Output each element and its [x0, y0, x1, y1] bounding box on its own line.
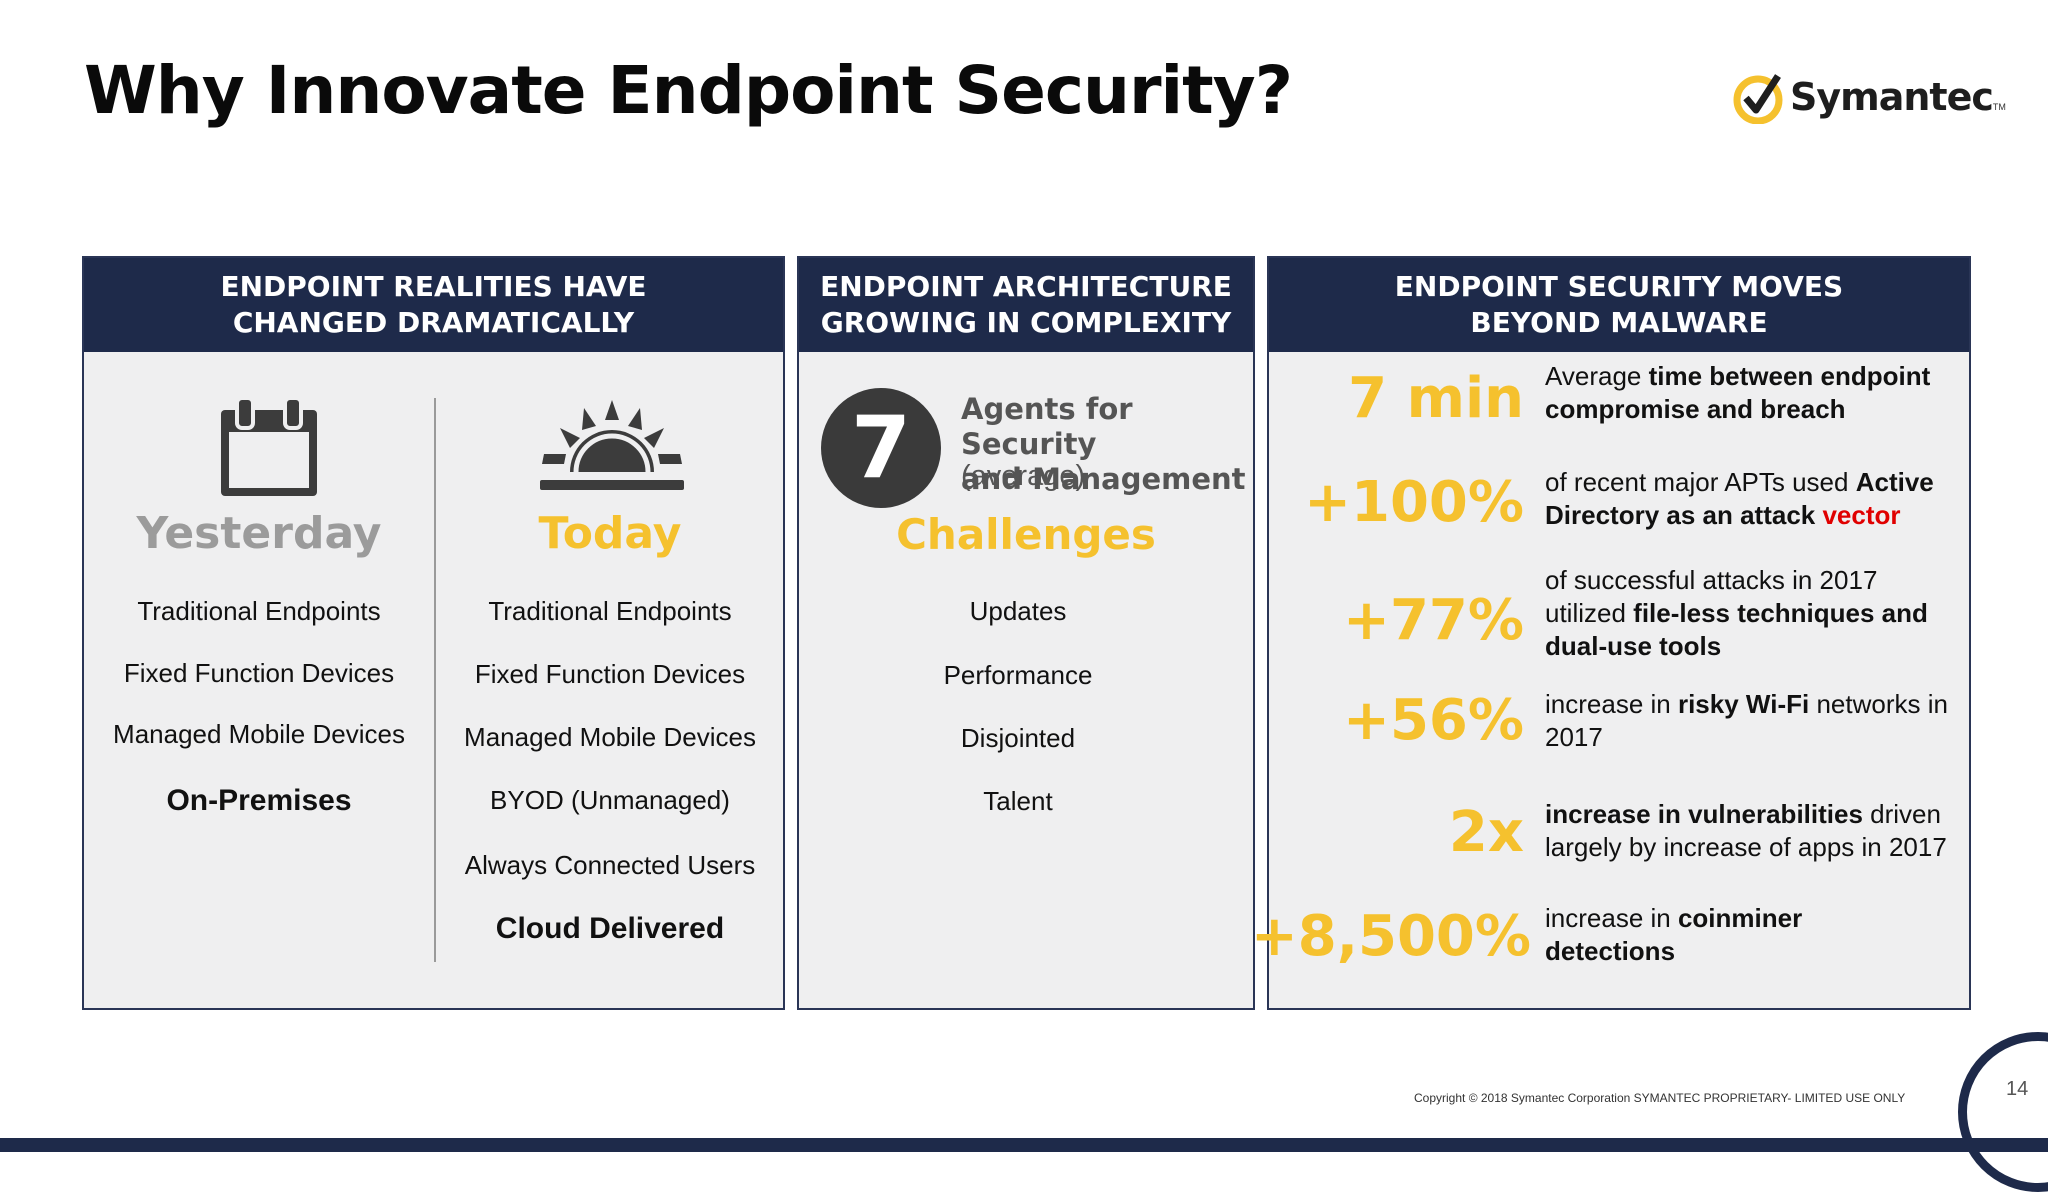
stat-value: 7 min: [1348, 366, 1524, 431]
agents-sublabel: (average): [961, 460, 1086, 492]
today-column: Today Traditional Endpoints Fixed Functi…: [436, 258, 784, 945]
today-item: Managed Mobile Devices: [464, 722, 756, 752]
challenges-title: Challenges: [896, 510, 1156, 559]
today-label: Today: [538, 508, 682, 559]
column-divider: [434, 398, 436, 962]
today-item: Traditional Endpoints: [488, 596, 732, 626]
today-item: Fixed Function Devices: [474, 659, 746, 689]
symantec-logo: Symantec TM: [1732, 70, 2006, 124]
today-item: Always Connected Users: [464, 850, 756, 880]
panel-endpoint-realities: ENDPOINT REALITIES HAVE CHANGED DRAMATIC…: [82, 256, 785, 1010]
page-number-ring: [1958, 1032, 2048, 1192]
panel-header: ENDPOINT REALITIES HAVE CHANGED DRAMATIC…: [84, 258, 783, 352]
logo-wordmark: Symantec: [1790, 75, 1994, 119]
checkmark-logo-icon: [1733, 74, 1783, 124]
yesterday-label: Yesterday: [136, 508, 382, 559]
challenge-item: Updates: [969, 596, 1067, 626]
today-item: BYOD (Unmanaged): [490, 785, 730, 815]
stat-row: 7 min Average time between endpoint comp…: [1269, 360, 1969, 450]
logo-tm: TM: [1992, 102, 2006, 112]
stat-description: of successful attacks in 2017 utilized f…: [1545, 565, 1928, 661]
stat-row: +77% of successful attacks in 2017 utili…: [1269, 564, 1969, 661]
yesterday-item: Managed Mobile Devices: [113, 719, 405, 749]
sunrise-icon: [540, 400, 684, 490]
panel-endpoint-architecture: ENDPOINT ARCHITECTURE GROWING IN COMPLEX…: [797, 256, 1255, 1010]
bottom-bar: [0, 1138, 2048, 1152]
stat-description: Average time between endpoint compromise…: [1545, 361, 1931, 424]
agents-label: Agents for Security and Management: [961, 392, 1246, 496]
stat-row: +56% increase in risky Wi-Fi networks in…: [1269, 688, 1969, 778]
stat-row: +8,500% increase in coinminer detections: [1251, 903, 1969, 994]
stat-description: increase in risky Wi-Fi networks in 2017: [1545, 689, 1948, 752]
slide-title: Why Innovate Endpoint Security?: [84, 52, 1293, 129]
page-number: 14: [2006, 1078, 2029, 1100]
challenge-item: Performance: [943, 660, 1093, 690]
stat-description: increase in vulnerabilities driven large…: [1545, 799, 1947, 862]
yesterday-emphasis: On-Premises: [166, 784, 352, 817]
panel-beyond-malware: ENDPOINT SECURITY MOVES BEYOND MALWARE 7…: [1251, 256, 1971, 1010]
today-emphasis: Cloud Delivered: [495, 912, 725, 945]
challenge-item: Disjointed: [960, 723, 1076, 753]
stat-description: of recent major APTs used Active Directo…: [1545, 467, 1934, 530]
yesterday-column: Yesterday Traditional Endpoints Fixed Fu…: [84, 258, 434, 918]
yesterday-item: Fixed Function Devices: [123, 658, 395, 688]
stat-value: +100%: [1304, 470, 1524, 535]
yesterday-item: Traditional Endpoints: [137, 596, 381, 626]
stat-value: +77%: [1343, 588, 1524, 653]
stat-row: 2x increase in vulnerabilities driven la…: [1269, 798, 1969, 888]
stat-value: +8,500%: [1250, 904, 1531, 969]
agents-count-badge: 7: [821, 388, 941, 508]
stat-value: 2x: [1448, 800, 1524, 865]
stat-row: +100% of recent major APTs used Active D…: [1269, 467, 1969, 560]
calendar-icon: [221, 396, 317, 496]
panel-header: ENDPOINT ARCHITECTURE GROWING IN COMPLEX…: [799, 258, 1253, 352]
challenge-item: Talent: [983, 786, 1053, 816]
stat-value: +56%: [1343, 688, 1524, 753]
stat-description: increase in coinminer detections: [1545, 903, 1803, 966]
panel-header: ENDPOINT SECURITY MOVES BEYOND MALWARE: [1269, 258, 1969, 352]
copyright-notice: Copyright © 2018 Symantec Corporation SY…: [1414, 1091, 1906, 1105]
